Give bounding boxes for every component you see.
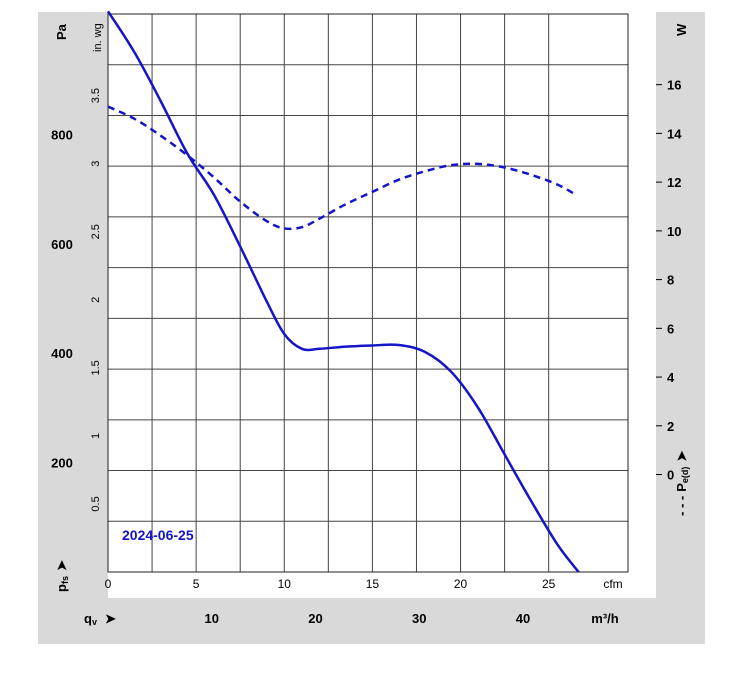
cfm-axis-tick-label: 5 bbox=[193, 577, 200, 591]
m3h-axis-tick-label: 10 bbox=[205, 611, 219, 626]
m3h-unit-label: m³/h bbox=[591, 611, 619, 626]
inner-axis-tick-label: 1 bbox=[90, 433, 102, 439]
left-axis-symbol-main: p bbox=[54, 584, 69, 592]
right-axis-tick-label: 8 bbox=[667, 273, 674, 288]
left-axis-tick-label: 600 bbox=[51, 237, 73, 252]
cfm-axis-tick-label: 15 bbox=[366, 577, 380, 591]
right-unit-label: W bbox=[674, 23, 689, 36]
right-axis-dash-prefix: - - - bbox=[674, 496, 689, 516]
right-axis-symbol-main: P bbox=[674, 483, 689, 492]
bottom-axis-arrow: ➤ bbox=[105, 611, 116, 626]
left-unit-label: Pa bbox=[54, 23, 69, 40]
right-axis-tick-label: 2 bbox=[667, 419, 674, 434]
left-axis-symbol-sub: fs bbox=[60, 576, 70, 584]
left-axis-symbol: pfs ➤ bbox=[54, 560, 70, 592]
m3h-axis-tick-label: 20 bbox=[308, 611, 322, 626]
right-axis-tick-label: 12 bbox=[667, 175, 681, 190]
m3h-axis-tick-label: 30 bbox=[412, 611, 426, 626]
inner-left-axis-ticks: 0.5 1 1.5 2 2.5 3 3.5 bbox=[90, 88, 102, 512]
power-curve bbox=[107, 105, 576, 231]
curves bbox=[106, 10, 580, 573]
inner-unit-label: in. wg bbox=[92, 23, 104, 52]
plot-area bbox=[108, 14, 628, 572]
left-axis-tick-label: 200 bbox=[51, 456, 73, 471]
right-axis-tick-label: 16 bbox=[667, 78, 681, 93]
inner-axis-tick-label: 0.5 bbox=[90, 496, 102, 511]
bottom-axis-symbol-sub: v bbox=[92, 617, 97, 627]
cfm-axis-ticks: 0 5 10 15 20 25 bbox=[105, 577, 556, 591]
right-axis-tick-label: 10 bbox=[667, 224, 681, 239]
cfm-axis-tick-label: 10 bbox=[278, 577, 292, 591]
cfm-unit-label: cfm bbox=[603, 577, 622, 591]
m3h-axis-ticks: 10 20 30 40 bbox=[205, 611, 531, 626]
cfm-axis-tick-label: 25 bbox=[542, 577, 556, 591]
right-axis-panel bbox=[656, 12, 705, 644]
plot-grid bbox=[107, 14, 628, 572]
m3h-axis-tick-label: 40 bbox=[516, 611, 530, 626]
right-axis-tick-label: 14 bbox=[667, 126, 682, 141]
left-axis-arrow: ➤ bbox=[54, 560, 69, 571]
right-axis-arrow: ➤ bbox=[674, 451, 689, 462]
bottom-axis-symbol: qv ➤ bbox=[84, 611, 116, 627]
left-axis-ticks: 200 400 600 800 bbox=[51, 127, 73, 470]
inner-axis-tick-label: 3 bbox=[90, 161, 102, 167]
bottom-axis-symbol-main: q bbox=[84, 611, 92, 626]
right-axis-tick-label: 6 bbox=[667, 321, 674, 336]
inner-axis-tick-label: 2 bbox=[90, 297, 102, 303]
right-axis-tick-label: 4 bbox=[667, 370, 675, 385]
right-axis-symbol-sub: e(d) bbox=[680, 467, 690, 484]
plot-border bbox=[107, 13, 629, 573]
inner-axis-tick-label: 3.5 bbox=[90, 88, 102, 103]
right-axis-ticks: 0 2 4 6 8 10 12 14 16 bbox=[656, 78, 682, 483]
inner-axis-tick-label: 1.5 bbox=[90, 360, 102, 375]
cfm-axis-tick-label: 0 bbox=[105, 577, 112, 591]
date-label: 2024-06-25 bbox=[122, 527, 194, 543]
left-axis-tick-label: 800 bbox=[51, 127, 73, 142]
inner-axis-tick-label: 2.5 bbox=[90, 224, 102, 239]
bottom-axis-panel bbox=[38, 598, 705, 644]
right-axis-symbol: - - - Pe(d) ➤ bbox=[674, 451, 690, 516]
cfm-axis-tick-label: 20 bbox=[454, 577, 468, 591]
left-axis-panel bbox=[38, 12, 108, 644]
left-axis-tick-label: 400 bbox=[51, 346, 73, 361]
right-axis-tick-label: 0 bbox=[667, 468, 674, 483]
cfm-axis-strip bbox=[108, 572, 656, 598]
